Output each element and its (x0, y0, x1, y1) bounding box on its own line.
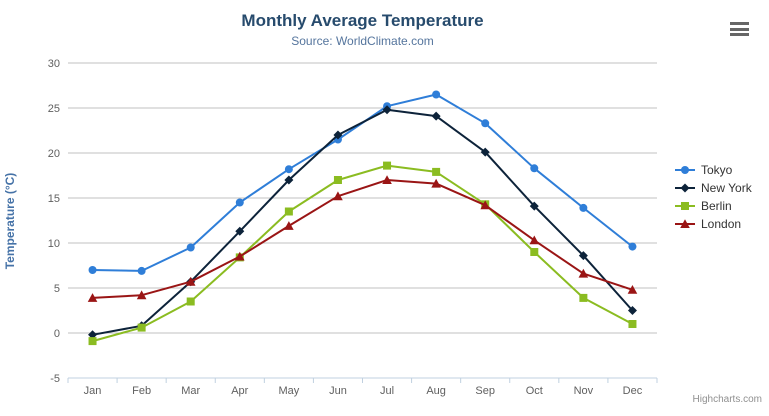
y-tick-label: 5 (54, 283, 60, 295)
y-tick-label: 15 (48, 193, 60, 205)
legend-triangle-icon (675, 219, 695, 228)
data-point-berlin[interactable] (137, 323, 146, 332)
legend-diamond-icon (675, 183, 695, 193)
legend-item-new-york[interactable]: New York (674, 179, 752, 197)
data-point-tokyo[interactable] (137, 266, 146, 275)
legend-item-tokyo[interactable]: Tokyo (674, 161, 752, 179)
x-tick-label: Nov (574, 385, 594, 397)
data-point-tokyo[interactable] (235, 198, 244, 207)
y-tick-label: 30 (48, 58, 60, 70)
legend-item-berlin[interactable]: Berlin (674, 197, 752, 215)
data-point-tokyo[interactable] (481, 119, 490, 128)
data-point-tokyo[interactable] (628, 242, 637, 251)
data-point-berlin[interactable] (284, 207, 293, 216)
data-point-new-york[interactable] (578, 251, 588, 261)
data-point-new-york[interactable] (284, 175, 294, 185)
data-point-berlin[interactable] (186, 297, 195, 306)
x-tick-label: Dec (623, 385, 643, 397)
data-point-london[interactable] (529, 235, 540, 245)
series-line-new-york (91, 108, 634, 336)
data-point-new-york[interactable] (627, 306, 637, 315)
data-point-tokyo[interactable] (579, 203, 588, 212)
legend-square-icon (675, 202, 695, 210)
data-point-london[interactable] (382, 175, 392, 184)
series-line-berlin (91, 164, 634, 343)
series-line-london (91, 179, 634, 299)
data-point-berlin[interactable] (530, 248, 539, 256)
legend-circle-icon (675, 166, 695, 174)
x-tick-label: Jan (84, 385, 102, 397)
data-point-london[interactable] (431, 178, 441, 188)
y-axis-title: Temperature (°C) (3, 172, 17, 270)
data-point-tokyo[interactable] (530, 164, 539, 173)
data-point-new-york[interactable] (529, 201, 539, 211)
legend-label-tokyo: Tokyo (701, 163, 733, 177)
y-tick-label: 10 (48, 238, 60, 250)
data-point-tokyo[interactable] (186, 243, 195, 252)
hamburger-bar (730, 33, 749, 36)
x-tick-label: Apr (231, 385, 248, 397)
y-tick-label: 25 (48, 103, 60, 115)
data-point-london[interactable] (284, 221, 294, 230)
hamburger-bar (730, 22, 749, 25)
data-point-london[interactable] (333, 191, 343, 201)
data-point-tokyo[interactable] (284, 165, 293, 174)
x-tick-label: Oct (526, 385, 543, 397)
hamburger-icon[interactable] (730, 22, 749, 36)
legend-symbol-marker (681, 202, 689, 210)
x-tick-label: Jul (380, 385, 394, 397)
data-point-new-york[interactable] (333, 130, 343, 140)
data-point-london[interactable] (136, 290, 147, 300)
data-point-berlin[interactable] (88, 337, 97, 346)
data-point-new-york[interactable] (480, 147, 490, 157)
x-tick-label: Jun (329, 385, 347, 397)
y-tick-label: 20 (48, 148, 60, 160)
data-point-tokyo[interactable] (432, 90, 441, 99)
legend-label-berlin: Berlin (701, 199, 732, 213)
data-point-tokyo[interactable] (88, 266, 97, 274)
data-point-berlin[interactable] (628, 320, 637, 328)
data-point-new-york[interactable] (382, 105, 392, 115)
legend-label-london: London (701, 217, 742, 231)
legend-label-new-york: New York (701, 181, 752, 195)
x-tick-label: May (278, 385, 299, 397)
x-tick-label: Aug (426, 385, 446, 397)
chart-subtitle: Source: WorldClimate.com (291, 34, 434, 48)
data-point-new-york[interactable] (431, 111, 441, 121)
data-point-berlin[interactable] (333, 176, 342, 184)
legend-symbol-marker (680, 219, 690, 228)
data-point-berlin[interactable] (579, 293, 588, 302)
credits-link[interactable]: Highcharts.com (692, 394, 762, 405)
series-line-tokyo (91, 93, 634, 272)
data-point-london[interactable] (627, 285, 638, 294)
y-tick-label: 0 (54, 328, 60, 340)
data-point-london[interactable] (578, 268, 589, 278)
x-tick-label: Feb (132, 385, 151, 397)
legend-item-london[interactable]: London (674, 215, 752, 233)
legend-symbol-marker (680, 183, 690, 193)
chart-title: Monthly Average Temperature (241, 11, 484, 30)
data-point-new-york[interactable] (88, 330, 98, 340)
data-point-new-york[interactable] (235, 226, 245, 236)
legend: Tokyo New York Berlin London (674, 161, 752, 233)
data-point-berlin[interactable] (383, 161, 392, 170)
y-tick-label: -5 (50, 373, 60, 385)
x-tick-label: Mar (181, 385, 200, 397)
data-point-london[interactable] (185, 276, 196, 286)
data-point-berlin[interactable] (432, 167, 441, 176)
data-point-london[interactable] (480, 200, 491, 210)
x-tick-label: Sep (475, 385, 495, 397)
data-point-london[interactable] (87, 293, 98, 302)
hamburger-bar (730, 27, 749, 31)
data-point-london[interactable] (234, 251, 245, 261)
legend-symbol-marker (681, 166, 689, 174)
